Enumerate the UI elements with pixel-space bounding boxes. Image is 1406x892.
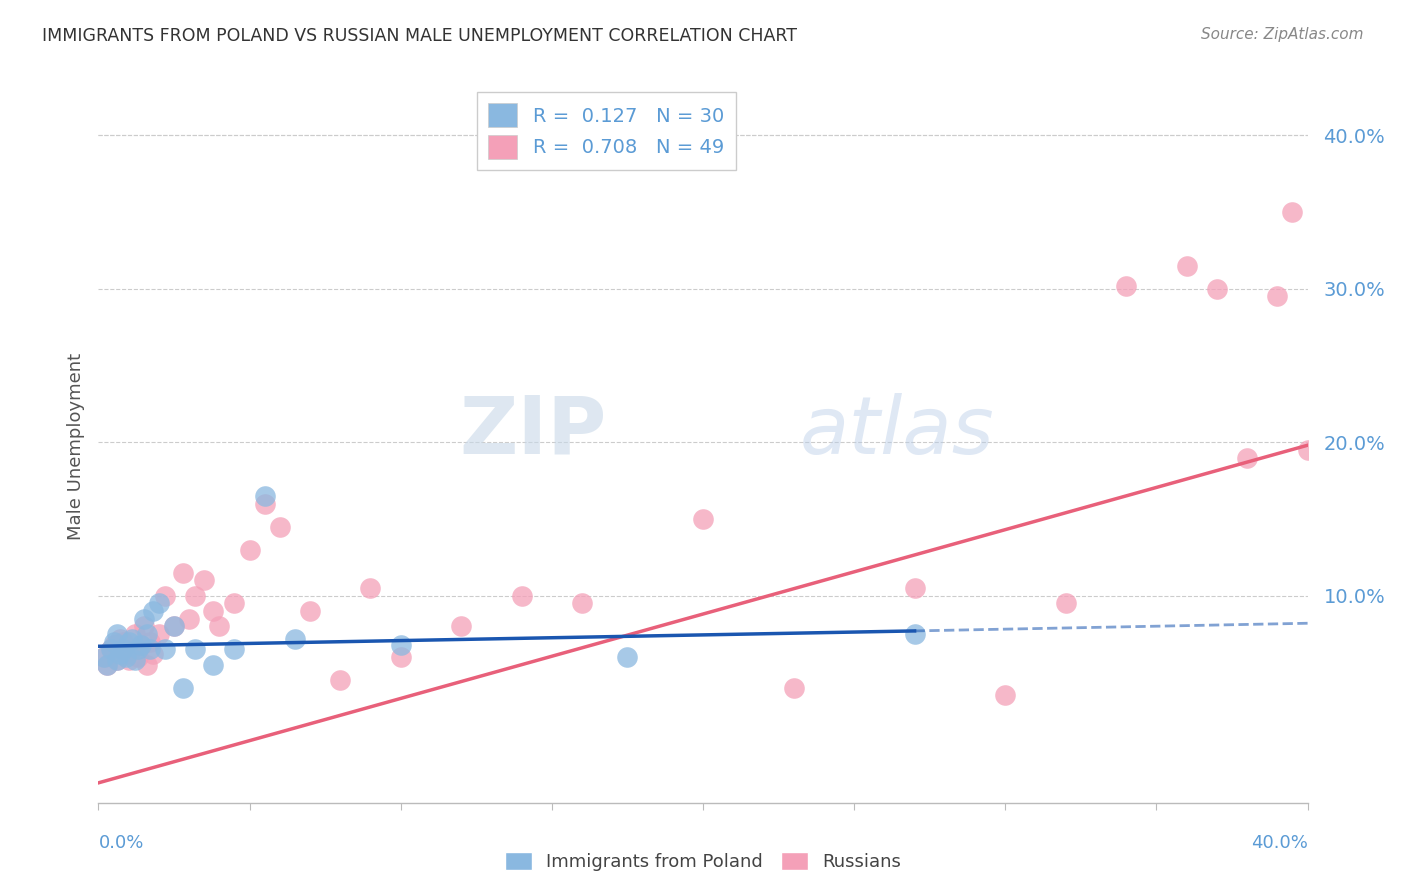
Point [108, 647, 131, 661]
Point [450, 619, 472, 633]
Point [904, 581, 927, 595]
Point [253, 489, 276, 503]
Point [118, 653, 141, 667]
Point [253, 497, 276, 511]
Point [153, 642, 176, 657]
Point [1281, 205, 1303, 219]
Point [389, 650, 412, 665]
Point [1054, 596, 1077, 610]
Point [93, 650, 115, 665]
Point [184, 589, 207, 603]
Point [163, 619, 186, 633]
Point [118, 634, 141, 648]
Point [93, 650, 115, 665]
Point [111, 642, 134, 657]
Text: IMMIGRANTS FROM POLAND VS RUSSIAN MALE UNEMPLOYMENT CORRELATION CHART: IMMIGRANTS FROM POLAND VS RUSSIAN MALE U… [42, 27, 797, 45]
Point [142, 604, 165, 618]
Point [1267, 289, 1289, 303]
Point [360, 581, 382, 595]
Point [1175, 259, 1198, 273]
Point [1296, 442, 1319, 457]
Point [105, 653, 128, 667]
Point [202, 657, 225, 672]
Point [135, 627, 157, 641]
Point [148, 627, 170, 641]
Point [163, 619, 186, 633]
Point [172, 566, 194, 580]
Point [121, 632, 143, 646]
Point [208, 619, 231, 633]
Point [135, 657, 157, 672]
Point [148, 596, 170, 610]
Text: atlas: atlas [800, 392, 994, 471]
Point [114, 650, 136, 665]
Point [105, 627, 128, 641]
Point [139, 634, 162, 648]
Point [179, 612, 201, 626]
Point [329, 673, 352, 687]
Point [100, 642, 122, 657]
Text: 0.0%: 0.0% [98, 834, 143, 852]
Point [108, 632, 131, 646]
Point [510, 589, 533, 603]
Point [783, 681, 806, 695]
Legend: Immigrants from Poland, Russians: Immigrants from Poland, Russians [498, 845, 908, 879]
Point [172, 681, 194, 695]
Point [100, 642, 122, 657]
Point [284, 632, 307, 646]
Point [132, 612, 155, 626]
Point [142, 647, 165, 661]
Point [96, 657, 118, 672]
Point [692, 512, 714, 526]
Point [239, 542, 262, 557]
Point [111, 634, 134, 648]
Point [139, 642, 162, 657]
Point [153, 589, 176, 603]
Point [299, 604, 322, 618]
Point [124, 653, 146, 667]
Point [103, 634, 125, 648]
Point [129, 638, 152, 652]
Point [105, 653, 128, 667]
Point [1115, 278, 1137, 293]
Point [127, 650, 149, 665]
Point [224, 596, 246, 610]
Point [127, 642, 149, 657]
Point [224, 642, 246, 657]
Point [202, 604, 225, 618]
Point [616, 650, 638, 665]
Y-axis label: Male Unemployment: Male Unemployment [66, 352, 84, 540]
Text: 40.0%: 40.0% [1251, 834, 1308, 852]
Point [184, 642, 207, 657]
Point [114, 647, 136, 661]
Point [103, 638, 125, 652]
Point [1206, 282, 1229, 296]
Text: ZIP: ZIP [458, 392, 606, 471]
Point [269, 519, 291, 533]
Point [124, 627, 146, 641]
Point [193, 574, 215, 588]
Point [994, 689, 1017, 703]
Point [129, 638, 152, 652]
Point [132, 619, 155, 633]
Text: Source: ZipAtlas.com: Source: ZipAtlas.com [1201, 27, 1364, 42]
Point [571, 596, 593, 610]
Point [121, 642, 143, 657]
Legend: R =  0.127   N = 30, R =  0.708   N = 49: R = 0.127 N = 30, R = 0.708 N = 49 [477, 92, 735, 170]
Point [389, 638, 412, 652]
Point [1236, 450, 1258, 465]
Point [96, 657, 118, 672]
Point [904, 627, 927, 641]
